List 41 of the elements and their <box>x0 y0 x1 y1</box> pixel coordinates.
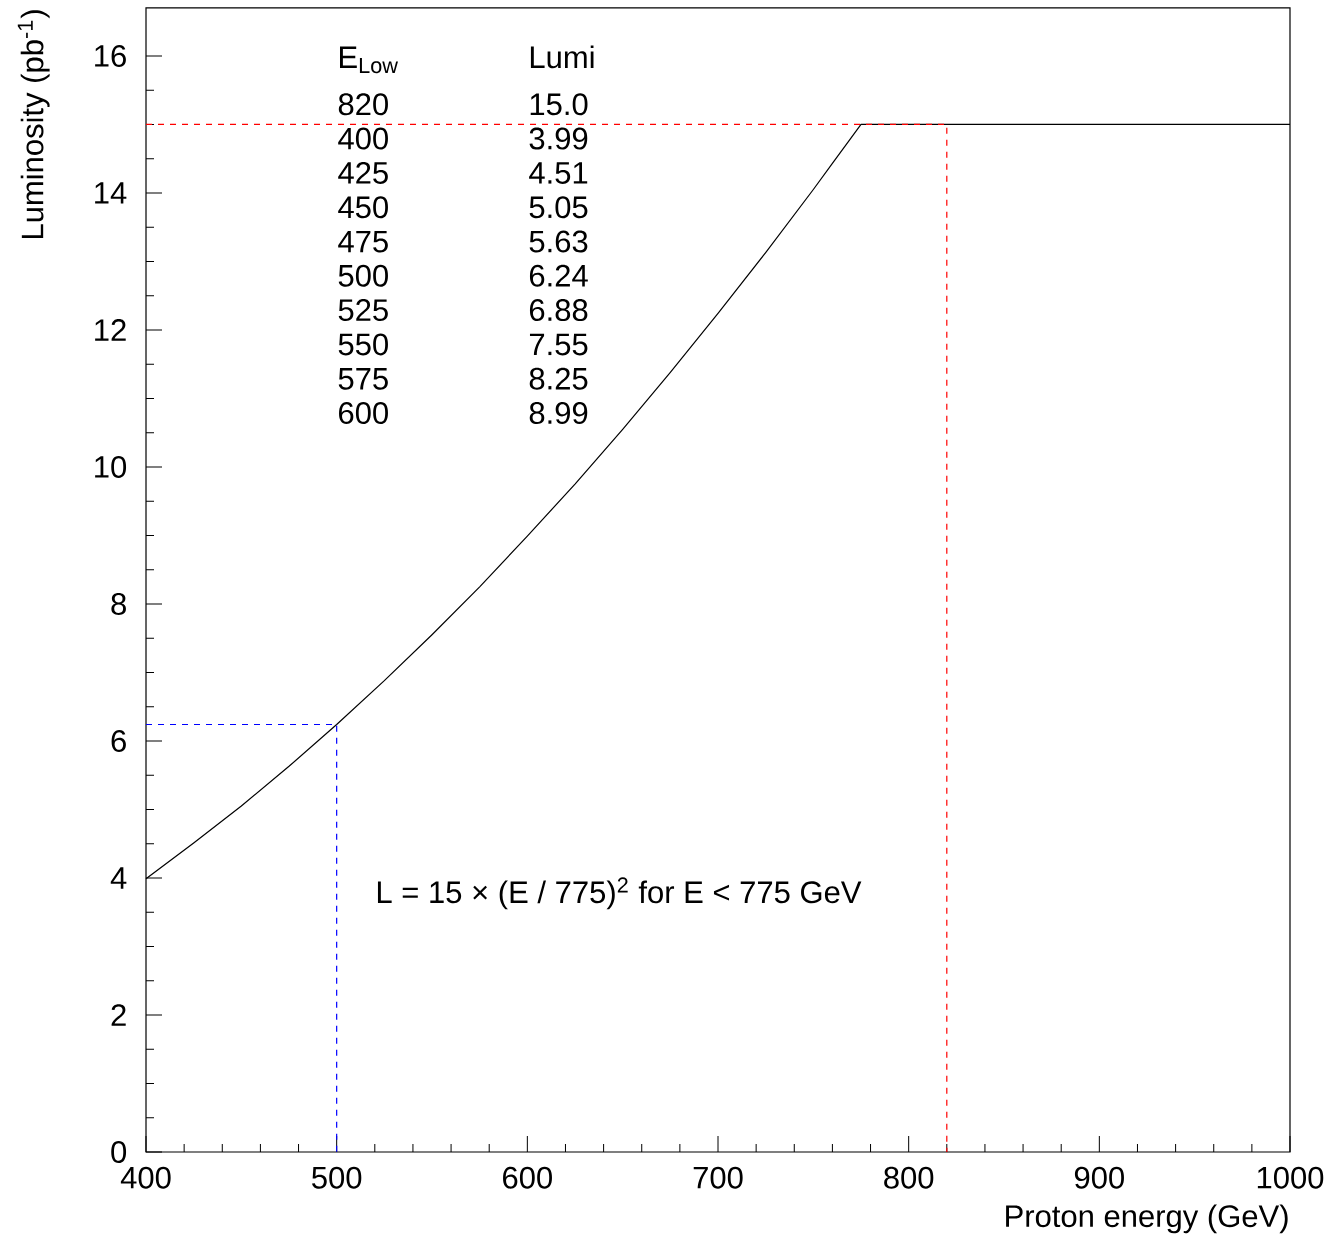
y-tick-label: 8 <box>111 592 126 615</box>
y-tick-label: 4 <box>110 867 127 889</box>
annotation: 8.99 <box>529 402 588 425</box>
annotation: 575 <box>338 368 388 390</box>
x-tick-label: 500 <box>312 1166 362 1189</box>
annotation: 820 <box>338 93 388 116</box>
annotation: 5.63 <box>529 230 588 253</box>
annotation: 8.25 <box>529 367 588 390</box>
y-axis-title: Luminosity (pb$^{-1}$) <box>17 10 50 239</box>
annotation: Lumi <box>530 45 594 69</box>
annotation: 450 <box>338 196 388 219</box>
y-tick-label: 10 <box>95 455 127 478</box>
annotation: 15.0 <box>530 93 588 116</box>
x-axis-title: Proton energy (GeV) <box>1006 1204 1288 1234</box>
y-tick-label: 12 <box>95 319 126 341</box>
annotation: 400 <box>338 127 388 150</box>
annotation: 475 <box>338 230 388 253</box>
x-tick-label: 600 <box>503 1166 552 1189</box>
annotation: E$_{Low}$ <box>340 46 398 74</box>
annotation: 550 <box>338 333 388 356</box>
annotation: L = 15 × (E / 775)$^{2}$ for E < 775 GeV <box>377 877 862 910</box>
annotation: 525 <box>338 299 388 322</box>
annotation: 6.24 <box>529 264 588 287</box>
annotation: 500 <box>338 264 388 287</box>
x-tick-label: 400 <box>120 1166 171 1189</box>
y-tick-label: 14 <box>95 182 127 204</box>
y-tick-label: 16 <box>95 44 126 67</box>
x-tick-label: 900 <box>1074 1166 1124 1189</box>
x-tick-label: 700 <box>693 1166 743 1189</box>
annotation: 5.05 <box>529 196 588 219</box>
y-tick-label: 6 <box>111 729 126 752</box>
annotation: 7.55 <box>529 333 588 356</box>
x-tick-label: 800 <box>884 1166 934 1189</box>
x-tick-label: 1000 <box>1257 1166 1324 1189</box>
annotation: 600 <box>339 402 388 425</box>
y-tick-label: 0 <box>111 1141 127 1163</box>
annotation: 3.99 <box>529 127 588 150</box>
annotation: 4.51 <box>529 162 588 184</box>
annotation: 425 <box>338 161 388 184</box>
annotation: 6.88 <box>529 299 588 322</box>
y-tick-label: 2 <box>111 1004 126 1026</box>
